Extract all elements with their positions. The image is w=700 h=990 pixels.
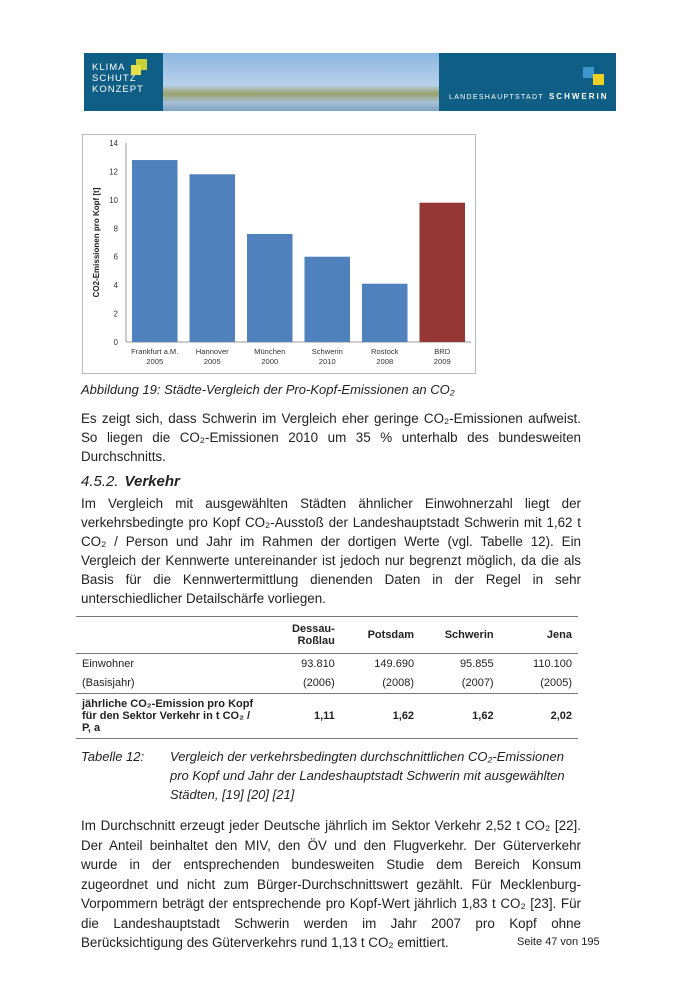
x-tick-label: Rostock — [371, 347, 399, 356]
header-cell: Potsdam — [340, 616, 421, 654]
table-caption-text: Vergleich der verkehrsbedingten durchsch… — [170, 749, 565, 802]
cell: 149.690 — [374, 657, 415, 670]
x-tick-label: Frankfurt a.M. — [131, 347, 178, 356]
cell: jährliche CO₂-Emission pro Kopf für den … — [76, 693, 262, 739]
y-axis-label: CO2-Emissionen pro Kopf [t] — [92, 187, 101, 297]
paragraph: Im Durchschnitt erzeugt jeder Deutsche j… — [81, 818, 581, 950]
y-tick-label: 8 — [114, 224, 119, 233]
cell: 2,02 — [499, 693, 578, 739]
chart-svg: 0 2 4 6 8 10 12 14 CO2-Emissionen pro Kopf [t] Fr… — [92, 139, 471, 366]
table-caption: Tabelle 12: Vergleich der verkehrsbeding… — [81, 747, 581, 804]
y-tick-label: 6 — [114, 253, 119, 262]
table-row: jährliche CO₂-Emission pro Kopf für den … — [76, 693, 578, 739]
cell: 1,62 — [420, 693, 500, 739]
table-row: Einwohner 93.810 149.690 95.855 110.100 — [76, 654, 578, 674]
y-tick-label: 12 — [109, 167, 118, 176]
cell: 1,62 — [340, 693, 421, 739]
x-tick-label: München — [254, 347, 285, 356]
city-prefix: LANDESHAUPTSTADT — [449, 94, 544, 101]
cell: Einwohner — [82, 657, 134, 670]
cell: 93.810 — [301, 657, 335, 670]
section-heading: 4.5.2. Verkehr — [81, 472, 581, 492]
header-cell — [76, 616, 262, 654]
paragraph: Im Vergleich mit ausgewählten Städten äh… — [81, 496, 581, 606]
x-tick-label: BRD — [434, 347, 451, 356]
cell: 1,11 — [261, 693, 341, 739]
y-tick-label: 14 — [109, 139, 118, 148]
table-row: (Basisjahr) (2006) (2008) (2007) (2005) — [76, 674, 578, 694]
cell: (Basisjahr) — [82, 677, 135, 690]
paragraph: Es zeigt sich, dass Schwerin im Vergleic… — [81, 411, 581, 464]
cell: (2006) — [303, 677, 335, 690]
table-header-row: Dessau-Roßlau Potsdam Schwerin Jena — [76, 616, 578, 654]
header-banner: KLIMA SCHUTZ KONZEPT LANDESHAUPTSTADT SCH… — [84, 53, 616, 111]
page-number: Seite 47 von 195 — [517, 936, 600, 948]
table-caption-label: Tabelle 12: — [81, 749, 145, 764]
figure-caption: Abbildung 19: Städte-Vergleich der Pro-K… — [81, 382, 455, 397]
x-tick-label: 2005 — [146, 357, 163, 366]
y-tick-label: 4 — [114, 281, 119, 290]
bar — [419, 202, 465, 342]
cell: 95.855 — [459, 657, 494, 670]
comparison-table: Dessau-Roßlau Potsdam Schwerin Jena Einw… — [76, 616, 578, 739]
cell: (2008) — [382, 677, 415, 690]
x-tick-label: 2000 — [261, 357, 278, 366]
cell: 110.100 — [533, 657, 572, 670]
logo-line: KONZEPT — [92, 84, 144, 95]
bar-chart: 0 2 4 6 8 10 12 14 CO2-Emissionen pro Kopf [t] Fr… — [82, 134, 476, 374]
x-tick-label: Schwerin — [312, 347, 343, 356]
y-tick-label: 0 — [114, 338, 119, 347]
header-cell: Jena — [499, 616, 578, 654]
klimaschutz-logo: KLIMA SCHUTZ KONZEPT — [84, 53, 163, 111]
header-cell: Dessau-Roßlau — [261, 616, 341, 654]
text-flow: Abbildung 19: Städte-Vergleich der Pro-K… — [76, 380, 581, 953]
logo-line: SCHUTZ — [92, 73, 137, 84]
section-number: 4.5.2. — [81, 473, 119, 490]
logo-line: KLIMA — [92, 62, 126, 73]
city-logo: LANDESHAUPTSTADT SCHWERIN — [439, 53, 616, 111]
x-tick-label: 2009 — [434, 357, 451, 366]
bar — [132, 160, 178, 342]
cell: (2007) — [461, 677, 494, 690]
header-cell: Schwerin — [420, 616, 500, 654]
bar — [304, 256, 350, 342]
section-title: Verkehr — [124, 473, 180, 490]
bar — [189, 174, 235, 342]
x-tick-label: Hannover — [196, 347, 229, 356]
cell: (2005) — [540, 677, 572, 690]
x-tick-label: 2005 — [204, 357, 221, 366]
city-name: SCHWERIN — [548, 92, 609, 101]
x-tick-label: 2008 — [376, 357, 393, 366]
y-tick-label: 10 — [109, 196, 118, 205]
schwerin-panorama-image — [163, 53, 439, 111]
y-tick-label: 2 — [114, 310, 119, 319]
bar — [362, 283, 408, 342]
x-tick-label: 2010 — [319, 357, 336, 366]
bar — [247, 233, 293, 342]
